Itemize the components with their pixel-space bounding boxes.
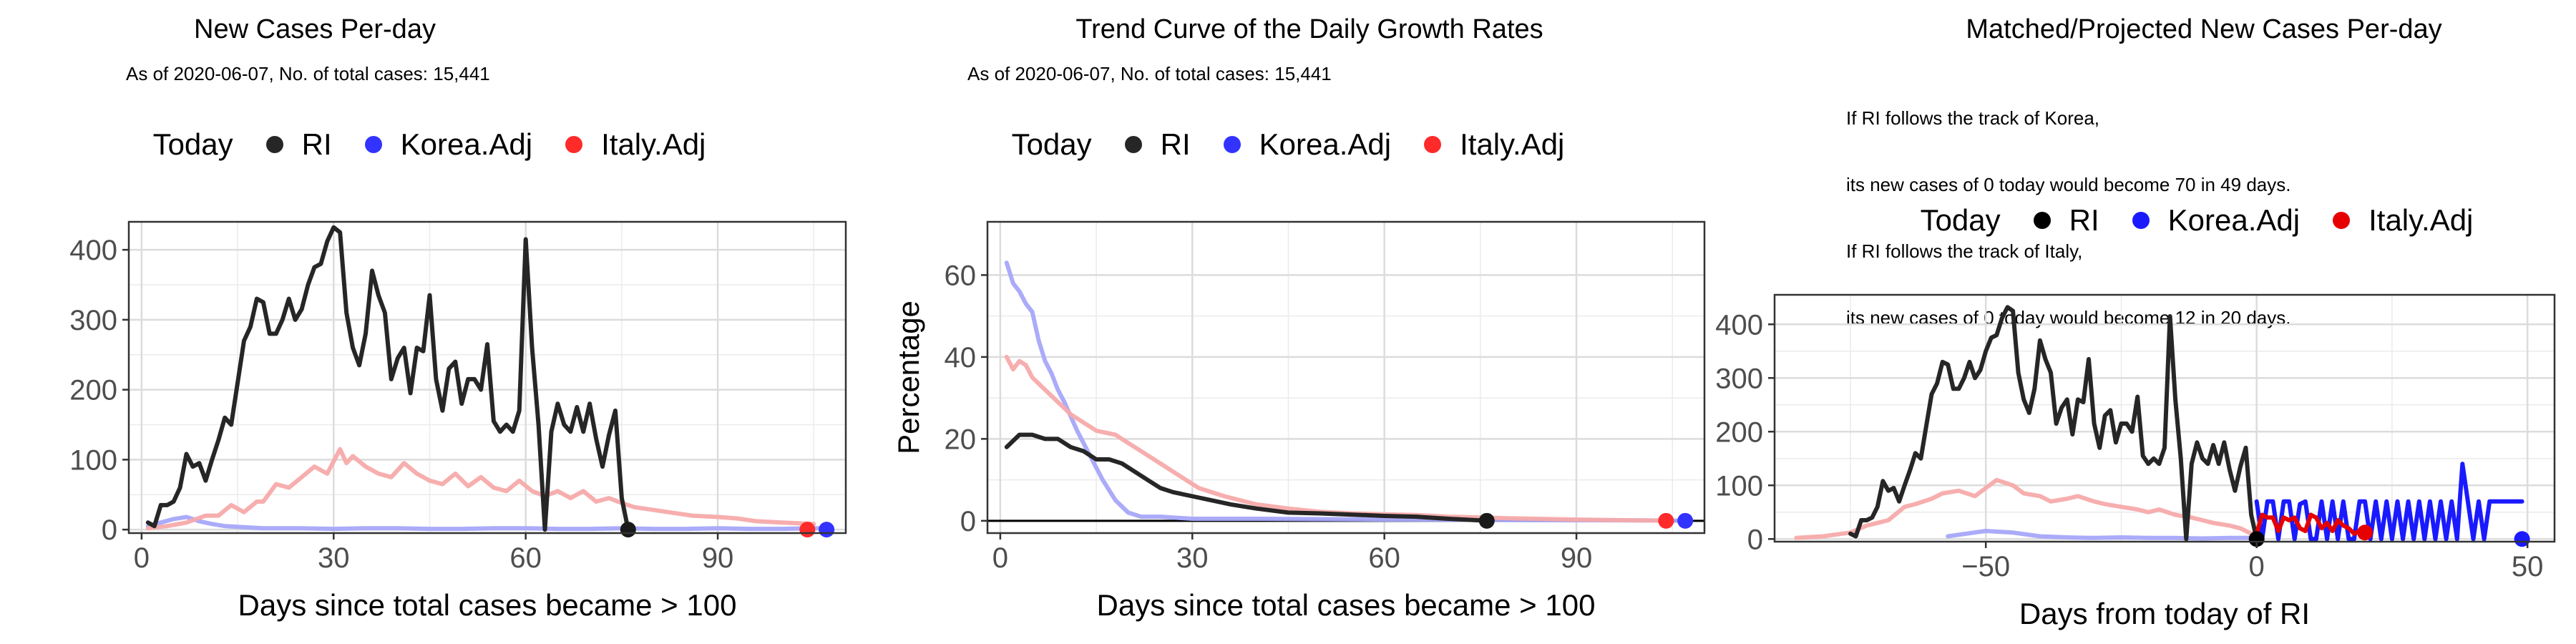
- x-axis-label: Days since total cases became > 100: [1097, 588, 1596, 622]
- legend-dot-italy: [1424, 136, 1442, 153]
- legend-dot-korea: [364, 136, 382, 153]
- panel-new-cases: New Cases Per-day As of 2020-06-07, No. …: [0, 0, 859, 644]
- legend: Today RI Korea.Adj Italy.Adj: [859, 127, 1717, 162]
- legend: Today RI Korea.Adj Italy.Adj: [0, 127, 859, 162]
- legend-title: Today: [152, 127, 233, 161]
- x-tick-label: 90: [1561, 542, 1593, 574]
- y-tick-label: 0: [102, 514, 117, 546]
- y-tick-label: 400: [1715, 309, 1763, 341]
- legend: Today RI Korea.Adj Italy.Adj: [1717, 203, 2576, 238]
- legend-title: Today: [1920, 203, 2001, 237]
- y-tick-label: 100: [1715, 470, 1763, 502]
- chart-growth-rates: 0 30 60 90 0 20 40 60 Days since total cases bec…: [892, 220, 1706, 622]
- x-tick-label: 60: [509, 542, 542, 574]
- chart-subtitle: As of 2020-06-07, No. of total cases: 15…: [126, 63, 490, 84]
- series-line-italy-adj: [145, 447, 816, 531]
- note-line: its new cases of 0 today would become 70…: [1846, 174, 2291, 195]
- series-line-korea-adj-projected: [2254, 462, 2524, 542]
- x-tick-label: 0: [134, 542, 150, 574]
- legend-label-korea: Korea.Adj: [1259, 127, 1392, 161]
- y-tick-label: 200: [1715, 416, 1763, 448]
- legend-label-ri: RI: [2069, 203, 2099, 237]
- y-tick-label: 0: [960, 506, 976, 537]
- series-line-ri: [1848, 305, 2259, 542]
- x-axis-label: Days since total cases became > 100: [238, 588, 737, 622]
- today-point-ri: [1478, 512, 1495, 529]
- today-point-italy-adj: [2357, 525, 2373, 541]
- chart-subtitle: As of 2020-06-07, No. of total cases: 15…: [967, 63, 1332, 84]
- y-tick-label: 300: [69, 305, 117, 336]
- chart-title: Trend Curve of the Daily Growth Rates: [1075, 14, 1543, 44]
- series-line-korea-adj: [1004, 260, 1688, 523]
- x-tick-label: 0: [2249, 551, 2265, 582]
- y-tick-label: 20: [945, 424, 977, 455]
- series-line-ri: [145, 225, 630, 532]
- legend-label-ri: RI: [301, 127, 332, 161]
- y-tick-label: 60: [945, 260, 977, 291]
- legend-dot-ri: [2033, 212, 2051, 229]
- x-tick-label: −50: [1961, 551, 2010, 582]
- x-axis-label: Days from today of RI: [2019, 597, 2310, 630]
- plot-border: [986, 220, 1706, 535]
- legend-dot-ri: [265, 136, 283, 153]
- x-tick-label: 30: [318, 542, 350, 574]
- x-tick-label: 0: [992, 542, 1008, 574]
- legend-dot-korea: [1223, 136, 1241, 153]
- legend-dot-italy: [2333, 212, 2351, 229]
- plot-border: [1773, 293, 2556, 543]
- today-point-italy-adj: [799, 522, 816, 538]
- chart-projected: −50 0 50 0 100 200 300 400 Days from today of RI: [1715, 293, 2556, 630]
- note-line: If RI follows the track of Korea,: [1846, 107, 2100, 129]
- y-tick-label: 300: [1715, 363, 1763, 394]
- legend-label-ri: RI: [1160, 127, 1191, 161]
- legend-title: Today: [1011, 127, 1092, 161]
- chart-new-cases: 0 30 60 90 0 100 200 300 400 Days since total cas…: [69, 220, 847, 622]
- today-point-ri: [620, 522, 636, 538]
- legend-label-italy: Italy.Adj: [2368, 203, 2474, 237]
- plot-border: [127, 220, 847, 535]
- series-line-ri: [1004, 432, 1489, 523]
- legend-label-korea: Korea.Adj: [2167, 203, 2301, 237]
- note-line: If RI follows the track of Italy,: [1846, 240, 2083, 262]
- y-tick-label: 0: [1747, 524, 1763, 555]
- legend-dot-korea: [2132, 212, 2150, 229]
- series-line-korea-adj: [1946, 529, 2259, 541]
- y-axis-label: Percentage: [892, 301, 925, 454]
- y-tick-label: 40: [945, 342, 977, 374]
- panel-growth-rates: Trend Curve of the Daily Growth Rates As…: [859, 0, 1717, 644]
- chart-title: Matched/Projected New Cases Per-day: [1966, 14, 2442, 44]
- legend-dot-italy: [565, 136, 583, 153]
- today-point-korea-adj: [819, 522, 835, 538]
- legend-label-italy: Italy.Adj: [601, 127, 706, 161]
- chart-title: New Cases Per-day: [194, 14, 436, 44]
- today-point-korea-adj: [1677, 512, 1694, 529]
- y-tick-label: 400: [69, 235, 117, 266]
- today-point-ri: [2248, 531, 2265, 547]
- x-tick-label: 90: [702, 542, 734, 574]
- series-line-korea-adj: [145, 514, 829, 532]
- y-tick-label: 100: [69, 444, 117, 476]
- panel-projected: Matched/Projected New Cases Per-day If R…: [1715, 0, 2576, 644]
- legend-dot-ri: [1124, 136, 1142, 153]
- legend-label-korea: Korea.Adj: [400, 127, 533, 161]
- today-point-italy-adj: [1658, 512, 1674, 529]
- series-line-italy-adj-projected: [2254, 512, 2368, 536]
- today-point-korea-adj: [2514, 531, 2530, 547]
- x-tick-label: 30: [1176, 542, 1209, 574]
- x-tick-label: 60: [1368, 542, 1400, 574]
- y-tick-label: 200: [69, 375, 117, 406]
- legend-label-italy: Italy.Adj: [1460, 127, 1565, 161]
- x-tick-label: 50: [2512, 551, 2544, 582]
